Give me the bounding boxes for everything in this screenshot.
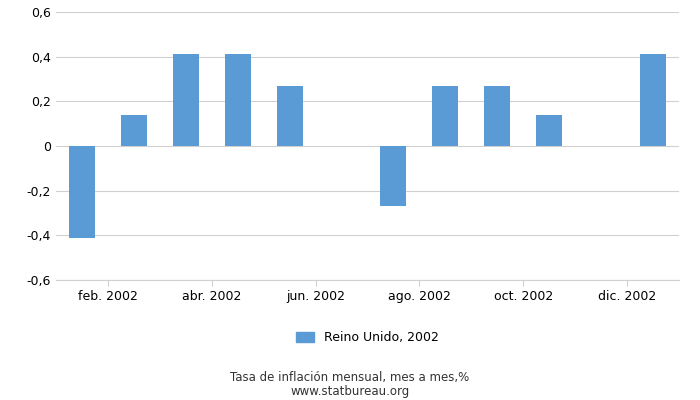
- Bar: [536, 115, 562, 146]
- Bar: [484, 86, 510, 146]
- Bar: [69, 146, 95, 238]
- Bar: [173, 54, 199, 146]
- Bar: [225, 54, 251, 146]
- Text: Tasa de inflación mensual, mes a mes,%: Tasa de inflación mensual, mes a mes,%: [230, 372, 470, 384]
- Bar: [381, 146, 407, 206]
- Bar: [640, 54, 666, 146]
- Bar: [121, 115, 147, 146]
- Bar: [276, 86, 302, 146]
- Text: www.statbureau.org: www.statbureau.org: [290, 385, 410, 398]
- Bar: [433, 86, 459, 146]
- Legend: Reino Unido, 2002: Reino Unido, 2002: [290, 326, 444, 350]
